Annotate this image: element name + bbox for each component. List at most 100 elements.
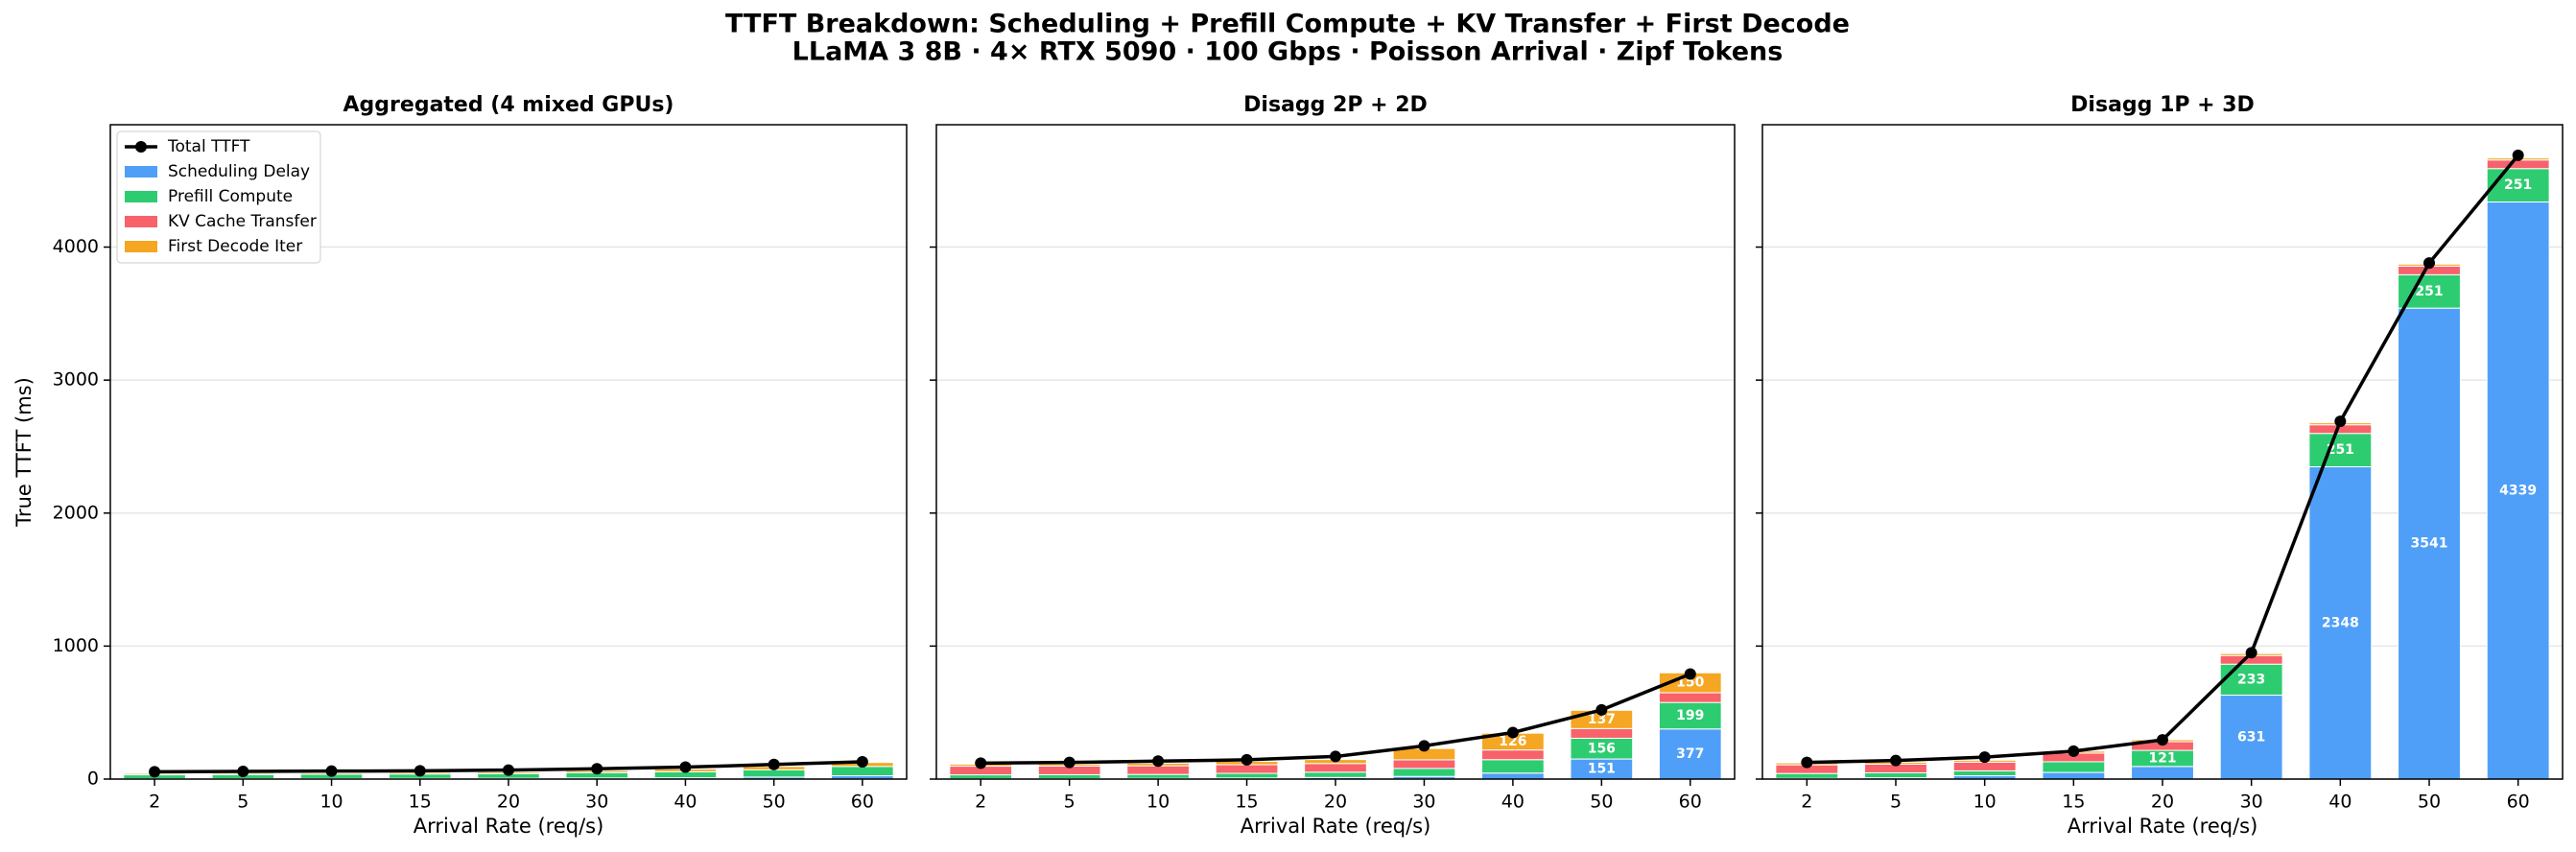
bar-segment bbox=[1392, 768, 1456, 777]
figure-subtitle: LLaMA 3 8B · 4× RTX 5090 · 100 Gbps · Po… bbox=[792, 37, 1784, 67]
bar-segment bbox=[1658, 728, 1722, 780]
total-marker bbox=[2423, 257, 2435, 270]
data-label: 2348 bbox=[2322, 615, 2359, 630]
legend-label: Scheduling Delay bbox=[168, 162, 310, 181]
data-label: 126 bbox=[1499, 734, 1526, 749]
legend-patch bbox=[125, 191, 157, 202]
x-tick-label: 20 bbox=[1324, 792, 1347, 813]
x-tick-label: 15 bbox=[1235, 792, 1258, 813]
y-tick-label: 2000 bbox=[53, 502, 99, 523]
x-tick-label: 15 bbox=[409, 792, 432, 813]
plot-frame bbox=[935, 124, 1736, 780]
data-label: 151 bbox=[1588, 762, 1616, 777]
bar-segment bbox=[1126, 773, 1190, 779]
y-tick-label: 1000 bbox=[53, 635, 99, 656]
bar-segment bbox=[1126, 765, 1190, 775]
bar-segment bbox=[1952, 769, 2017, 777]
bar-segment bbox=[2486, 168, 2550, 203]
x-tick-label: 40 bbox=[2328, 792, 2351, 813]
total-marker bbox=[591, 763, 603, 775]
legend-label: KV Cache Transfer bbox=[168, 212, 317, 231]
total-marker bbox=[237, 765, 249, 777]
total-marker bbox=[1152, 755, 1165, 768]
bar-segment bbox=[1658, 692, 1722, 703]
y-tick-label: 0 bbox=[87, 769, 99, 790]
x-axis-label: Arrival Rate (req/s) bbox=[2068, 815, 2258, 838]
total-marker bbox=[1063, 756, 1075, 769]
total-marker bbox=[1978, 751, 1991, 764]
bar-segment bbox=[742, 769, 806, 778]
y-tick-label: 3000 bbox=[53, 369, 99, 390]
total-marker bbox=[1801, 756, 1813, 769]
plot-frame bbox=[1761, 124, 2564, 780]
bar-segment bbox=[1215, 764, 1279, 774]
legend-box bbox=[116, 130, 321, 264]
panel-title: Aggregated (4 mixed GPUs) bbox=[343, 93, 674, 117]
x-tick-label: 60 bbox=[1679, 792, 1702, 813]
legend-label: Total TTFT bbox=[167, 137, 250, 156]
total-marker bbox=[2068, 745, 2080, 757]
total-marker bbox=[975, 757, 987, 769]
bar-segment bbox=[2486, 201, 2550, 780]
data-label: 3541 bbox=[2411, 536, 2448, 552]
legend-patch bbox=[125, 241, 157, 252]
total-marker bbox=[1418, 740, 1430, 752]
total-marker bbox=[2512, 149, 2524, 161]
legend: Total TTFT Scheduling Delay Prefill Comput… bbox=[116, 130, 321, 264]
legend-patch bbox=[125, 216, 157, 227]
bar-segment bbox=[2219, 663, 2283, 697]
legend-patch bbox=[125, 166, 157, 178]
bar-segment bbox=[2486, 159, 2550, 170]
data-label: 4339 bbox=[2499, 483, 2537, 498]
data-label: 251 bbox=[2504, 178, 2532, 193]
legend-label: First Decode Iter bbox=[168, 237, 302, 256]
bar-segment bbox=[1658, 701, 1722, 730]
bar-segment bbox=[2042, 771, 2106, 780]
y-tick-label: 4000 bbox=[53, 236, 99, 257]
x-axis-label: Arrival Rate (req/s) bbox=[414, 815, 604, 838]
x-tick-label: 2 bbox=[149, 792, 160, 813]
x-tick-label: 5 bbox=[1890, 792, 1902, 813]
bar-segment bbox=[2042, 761, 2106, 773]
total-marker bbox=[325, 765, 338, 777]
x-tick-label: 15 bbox=[2062, 792, 2085, 813]
x-tick-label: 5 bbox=[237, 792, 248, 813]
total-marker bbox=[1595, 703, 1608, 716]
total-marker bbox=[856, 755, 868, 768]
data-label: 251 bbox=[2327, 442, 2354, 458]
x-tick-label: 50 bbox=[763, 792, 786, 813]
figure-title: TTFT Breakdown: Scheduling + Prefill Com… bbox=[725, 10, 1850, 39]
plot-frame bbox=[109, 124, 908, 780]
x-tick-label: 40 bbox=[674, 792, 697, 813]
bar-segment bbox=[1481, 749, 1545, 761]
legend-marker bbox=[135, 141, 147, 153]
data-label: 199 bbox=[1676, 708, 1704, 723]
bar-segment bbox=[1775, 772, 1839, 779]
panel-title: Disagg 1P + 3D bbox=[2070, 93, 2255, 117]
x-tick-label: 60 bbox=[2507, 792, 2530, 813]
data-label: 150 bbox=[1676, 675, 1704, 691]
total-marker bbox=[2334, 415, 2347, 428]
data-label: 156 bbox=[1588, 741, 1616, 756]
total-marker bbox=[1684, 668, 1696, 680]
total-marker bbox=[1506, 726, 1519, 739]
x-tick-label: 2 bbox=[975, 792, 986, 813]
total-marker bbox=[679, 761, 692, 773]
x-tick-label: 30 bbox=[1412, 792, 1435, 813]
bar-segment bbox=[1570, 727, 1634, 739]
x-tick-label: 30 bbox=[2240, 792, 2263, 813]
bar-segment bbox=[1304, 771, 1367, 778]
x-tick-label: 50 bbox=[2418, 792, 2441, 813]
x-tick-label: 60 bbox=[851, 792, 874, 813]
x-axis-label: Arrival Rate (req/s) bbox=[1241, 815, 1431, 838]
bar-segment bbox=[949, 774, 1013, 780]
x-tick-label: 40 bbox=[1501, 792, 1524, 813]
x-tick-label: 30 bbox=[585, 792, 608, 813]
total-marker bbox=[149, 766, 161, 778]
bar-segment bbox=[1952, 761, 2017, 771]
bar-segment bbox=[831, 766, 894, 777]
x-tick-label: 5 bbox=[1064, 792, 1075, 813]
x-tick-label: 2 bbox=[1801, 792, 1812, 813]
bar-segment bbox=[1037, 773, 1101, 780]
